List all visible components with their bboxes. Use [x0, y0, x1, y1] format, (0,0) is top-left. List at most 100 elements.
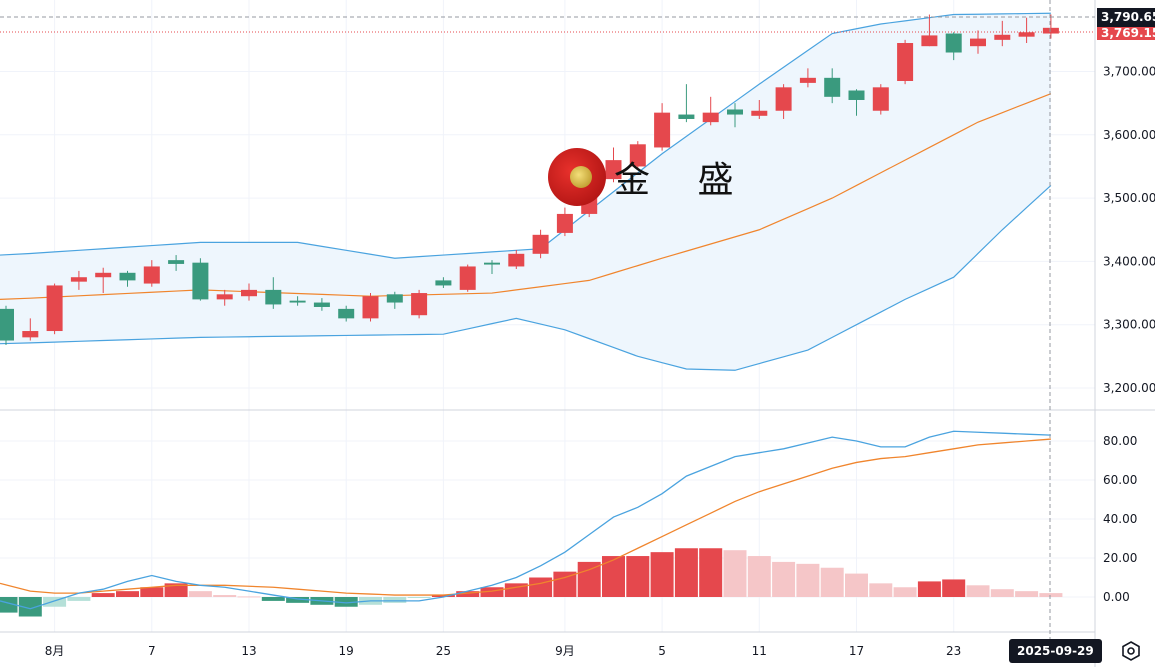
candle: [678, 84, 695, 123]
candle-body: [119, 272, 136, 281]
macd-histogram-bar: [772, 561, 796, 597]
candle-body: [605, 160, 622, 180]
price-tick-label: 3,200.00: [1103, 381, 1155, 395]
candle-body: [848, 90, 865, 100]
candle: [775, 84, 792, 119]
candle: [386, 291, 403, 309]
macd-histogram-bar: [456, 591, 480, 597]
candle-body: [775, 87, 792, 111]
macd-histogram-bar: [43, 597, 67, 607]
candle: [508, 250, 525, 269]
candle-body: [727, 109, 743, 115]
candle: [0, 305, 14, 345]
candle-body: [1042, 27, 1059, 34]
price-tick-label: 3,600.00: [1103, 128, 1155, 142]
macd-histogram-bar: [18, 597, 42, 617]
macd-histogram-bar: [602, 556, 625, 597]
candle: [435, 277, 452, 288]
candle: [654, 103, 671, 151]
candle: [605, 147, 622, 183]
bollinger-lower-line: [0, 184, 1052, 371]
candle: [362, 293, 379, 322]
candle: [872, 84, 889, 115]
candle: [216, 289, 233, 306]
candle-body: [459, 266, 476, 290]
macd-histogram-bar: [67, 597, 91, 601]
settings-gear-icon[interactable]: [1120, 640, 1142, 662]
candle: [119, 270, 136, 287]
macd-histogram-bar: [577, 561, 601, 597]
candle-body: [897, 43, 914, 81]
candle-body: [508, 253, 525, 267]
time-tick-label: 7: [148, 644, 156, 658]
candle: [192, 258, 209, 301]
macd-histogram-bar: [869, 583, 893, 597]
candle-body: [241, 289, 257, 297]
candle-body: [22, 331, 39, 338]
macd-histogram-bar: [942, 579, 966, 597]
macd-tick-label: 80.00: [1103, 434, 1137, 448]
candle: [848, 89, 865, 116]
macd-histogram-bar: [334, 597, 358, 607]
candle: [532, 229, 549, 259]
last-price-label: 3,769.15: [1097, 27, 1155, 40]
macd-dea-line: [0, 438, 1051, 596]
watermark-logo: 金 盛: [548, 148, 751, 206]
candle-body: [484, 262, 500, 265]
price-tick-label: 3,500.00: [1103, 191, 1155, 205]
candle: [313, 298, 330, 311]
candle: [702, 96, 719, 126]
candle-body: [702, 112, 719, 123]
macd-histogram-bar: [529, 577, 553, 597]
candle-body: [95, 272, 112, 278]
macd-tick-label: 0.00: [1103, 590, 1130, 604]
macd-histogram-bar: [650, 552, 674, 597]
candle-body: [338, 308, 355, 319]
macd-histogram-bar: [237, 596, 261, 598]
candle: [70, 270, 87, 290]
crosshair-date-label: 2025-09-29: [1009, 639, 1102, 663]
candle: [751, 99, 768, 119]
macd-histogram-bar: [1015, 591, 1039, 597]
candle-body: [751, 110, 768, 116]
candle: [897, 39, 914, 85]
macd-dif-line: [0, 430, 1051, 610]
candle: [338, 305, 355, 322]
time-tick-label: 17: [849, 644, 864, 658]
time-tick-label: 5: [658, 644, 666, 658]
candle: [970, 30, 986, 54]
macd-histogram-bar: [188, 591, 212, 597]
candle-body: [192, 262, 209, 300]
candle: [95, 267, 112, 294]
candle-body: [0, 308, 14, 341]
candle: [1018, 17, 1035, 44]
macd-histogram-bar: [966, 585, 990, 597]
time-tick-label: 25: [436, 644, 451, 658]
candle-body: [70, 277, 87, 282]
candle-body: [678, 114, 695, 119]
time-tick-label: 9月: [555, 644, 575, 658]
candle: [411, 289, 428, 319]
macd-histogram-bar: [480, 587, 504, 597]
macd-histogram-bar: [626, 556, 650, 597]
macd-histogram-bar: [820, 567, 844, 597]
candle: [289, 296, 306, 306]
macd-histogram-bar: [383, 597, 407, 603]
time-tick-label: 23: [946, 644, 961, 658]
candle: [556, 207, 573, 237]
price-tick-label: 3,300.00: [1103, 318, 1155, 332]
time-tick-label: 19: [339, 644, 354, 658]
candle: [1042, 14, 1059, 39]
candle-body: [1018, 32, 1035, 37]
candle-body: [289, 300, 306, 303]
macd-tick-label: 20.00: [1103, 551, 1137, 565]
time-tick-label: 13: [241, 644, 256, 658]
candle-body: [799, 77, 816, 83]
price-tick-label: 3,700.00: [1103, 65, 1155, 79]
candle-body: [532, 234, 549, 254]
candle-body: [46, 285, 63, 332]
candle: [727, 103, 743, 128]
time-tick-label: 11: [752, 644, 767, 658]
candle-body: [556, 213, 573, 233]
